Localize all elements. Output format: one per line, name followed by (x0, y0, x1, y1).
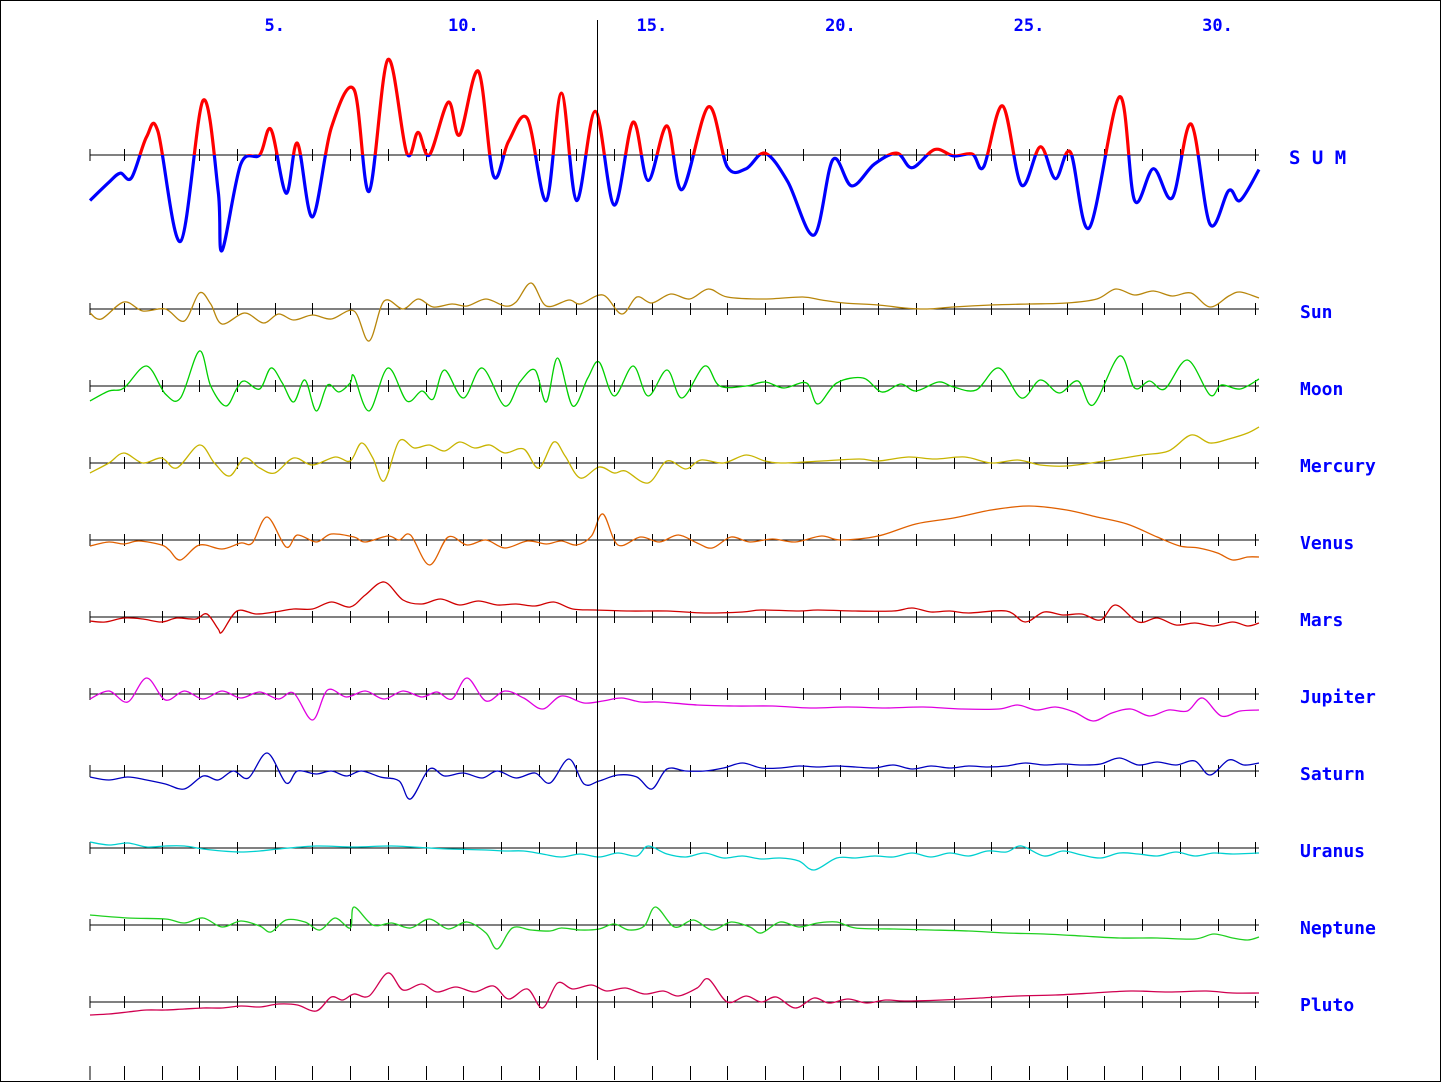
series-mercury: Mercury (89, 426, 1376, 484)
saturn-line (89, 752, 1260, 800)
series-moon: Moon (89, 350, 1343, 412)
sum-label: S U M (1289, 147, 1346, 169)
pluto-axis-ticks (89, 996, 1256, 1008)
moon-label: Moon (1300, 379, 1343, 400)
mars-line (89, 581, 1260, 634)
x-tick-label: 20. (825, 16, 856, 36)
neptune-axis-ticks (89, 919, 1256, 931)
mercury-line (89, 426, 1260, 484)
sun-label: Sun (1300, 302, 1333, 323)
x-tick-label: 5. (265, 16, 285, 36)
x-tick-labels: 5. 10. 15. 20. 25. 30. (265, 16, 1233, 36)
jupiter-line (89, 677, 1260, 722)
sum-series: S U M (88, 57, 1346, 253)
mars-axis-ticks (89, 611, 1256, 623)
neptune-line (89, 906, 1260, 950)
sum-line-below-zero (88, 155, 1261, 253)
mercury-label: Mercury (1300, 456, 1376, 477)
sun-line (89, 282, 1260, 342)
venus-axis-ticks (89, 534, 1256, 546)
series-mars: Mars (89, 581, 1343, 634)
moon-line (89, 350, 1260, 412)
x-tick-label: 25. (1014, 16, 1045, 36)
x-tick-label: 15. (637, 16, 668, 36)
series-sun: Sun (89, 282, 1333, 342)
x-tick-label: 10. (448, 16, 479, 36)
series-neptune: Neptune (89, 906, 1376, 950)
series-uranus: Uranus (89, 841, 1365, 871)
series-venus: Venus (89, 505, 1354, 566)
venus-line (89, 505, 1260, 566)
neptune-label: Neptune (1300, 918, 1376, 939)
uranus-line (89, 841, 1260, 871)
uranus-label: Uranus (1300, 841, 1365, 862)
series-pluto: Pluto (89, 972, 1354, 1016)
mars-label: Mars (1300, 610, 1343, 631)
venus-label: Venus (1300, 533, 1354, 554)
x-tick-label: 30. (1202, 16, 1233, 36)
pluto-line (89, 972, 1260, 1016)
planet-series: Sun Moon Mercury Venus Mars Jupiter Saturn Uran… (89, 282, 1376, 1016)
mercury-axis-ticks (89, 457, 1256, 469)
series-saturn: Saturn (89, 752, 1365, 800)
bottom-axis-ticks (89, 1066, 1256, 1080)
pluto-label: Pluto (1300, 995, 1354, 1016)
saturn-label: Saturn (1300, 764, 1365, 785)
moon-axis-ticks (89, 380, 1256, 392)
jupiter-label: Jupiter (1300, 687, 1376, 708)
series-jupiter: Jupiter (89, 677, 1376, 722)
